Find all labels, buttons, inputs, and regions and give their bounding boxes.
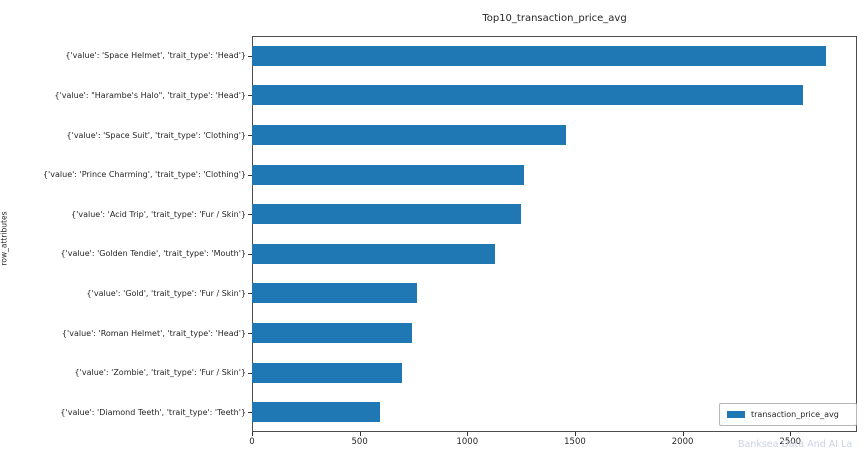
bar <box>252 125 567 145</box>
legend-label: transaction_price_avg <box>751 410 839 419</box>
x-tick-label: 1000 <box>456 437 479 447</box>
legend-swatch-icon <box>727 411 745 418</box>
category-label: {'value': "Harambe's Halo", 'trait_type'… <box>54 90 246 100</box>
y-tick-mark <box>248 174 252 176</box>
bar <box>252 362 402 383</box>
chart-title: Top10_transaction_price_avg <box>482 13 627 24</box>
chart-legend: transaction_price_avg <box>719 403 857 426</box>
x-tick-label: 2000 <box>671 437 694 447</box>
y-tick-mark <box>248 372 252 374</box>
x-tick-mark <box>467 432 469 436</box>
bar <box>252 323 413 343</box>
x-tick-mark <box>574 432 576 436</box>
x-tick-label: 2500 <box>779 437 802 447</box>
bar <box>252 283 417 304</box>
category-label: {'value': 'Roman Helmet', 'trait_type': … <box>61 328 246 338</box>
x-tick-mark <box>252 432 253 436</box>
watermark-text: Banksea Data And AI La <box>738 439 853 450</box>
x-tick-label: 1500 <box>564 437 586 447</box>
category-label: {'value': 'Acid Trip', 'trait_type': 'Fu… <box>71 209 246 219</box>
y-tick-mark <box>248 135 252 136</box>
category-label: {'value': 'Diamond Teeth', 'trait_type':… <box>60 407 246 417</box>
x-tick-label: 500 <box>351 437 368 447</box>
y-tick-mark <box>248 95 252 97</box>
y-axis-title: row_attributes <box>0 211 9 266</box>
y-tick-mark <box>248 293 252 295</box>
bar <box>252 164 525 185</box>
y-tick-mark <box>248 214 252 216</box>
bar <box>252 243 496 264</box>
x-tick-mark <box>359 432 361 436</box>
x-tick-mark <box>790 432 792 436</box>
category-label: {'value': 'Prince Charming', 'trait_type… <box>42 170 246 180</box>
category-label: {'value': 'Golden Tendie', 'trait_type':… <box>60 249 247 259</box>
category-label: {'value': 'Space Helmet', 'trait_type': … <box>65 51 246 61</box>
bar <box>252 402 381 423</box>
x-tick-mark <box>682 432 684 436</box>
x-tick-label: 0 <box>249 437 255 447</box>
category-label: {'value': 'Space Suit', 'trait_type': 'C… <box>66 130 246 140</box>
bar <box>252 45 826 66</box>
y-tick-mark <box>248 55 252 57</box>
y-tick-mark <box>248 253 252 255</box>
category-label: {'value': 'Gold', 'trait_type': 'Fur / S… <box>86 288 246 298</box>
y-tick-mark <box>248 333 252 334</box>
bar <box>252 204 522 225</box>
bar <box>252 85 804 106</box>
y-tick-mark <box>248 412 252 414</box>
category-label: {'value': 'Zombie', 'trait_type': 'Fur /… <box>74 368 246 378</box>
